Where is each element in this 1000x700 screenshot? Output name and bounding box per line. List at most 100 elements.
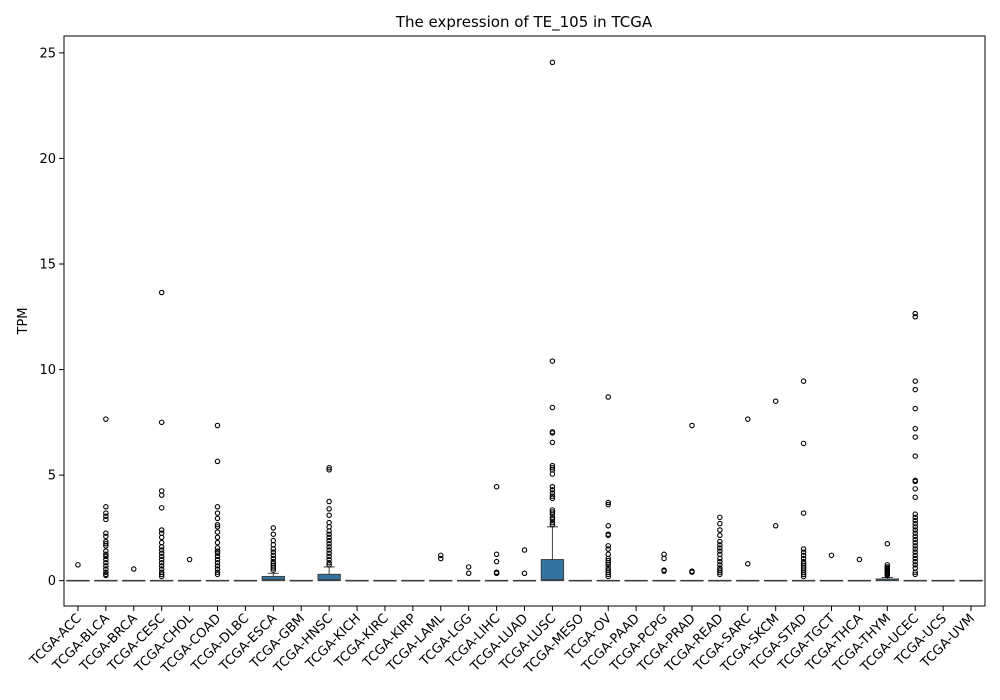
outlier-point bbox=[326, 464, 332, 471]
outlier-point bbox=[549, 493, 556, 499]
outlier-point bbox=[214, 534, 221, 541]
outlier-point bbox=[326, 537, 332, 544]
outlier-point bbox=[912, 524, 918, 530]
outlier-point bbox=[549, 404, 556, 411]
outlier-point bbox=[214, 524, 221, 530]
outlier-point bbox=[605, 523, 611, 529]
outlier-point bbox=[717, 527, 723, 533]
outlier-point bbox=[158, 505, 165, 511]
y-tick-label: 0 bbox=[48, 574, 56, 589]
outlier-point bbox=[800, 571, 807, 578]
outlier-point bbox=[549, 430, 556, 436]
outlier-point bbox=[270, 567, 277, 573]
outlier-point bbox=[549, 464, 556, 471]
outlier-point bbox=[270, 531, 277, 537]
outlier-point bbox=[326, 556, 332, 563]
outlier-point bbox=[214, 571, 221, 578]
box-group bbox=[764, 398, 788, 582]
outlier-point bbox=[772, 398, 779, 404]
outlier-point bbox=[912, 533, 918, 540]
outlier-point bbox=[717, 520, 723, 527]
outlier-point bbox=[465, 570, 472, 577]
outlier-point bbox=[214, 539, 221, 546]
outlier-point bbox=[549, 439, 556, 446]
box-group bbox=[791, 378, 816, 582]
outlier-point bbox=[493, 570, 500, 577]
outlier-point bbox=[158, 289, 165, 296]
plot-frame bbox=[63, 35, 986, 607]
outlier-point bbox=[549, 495, 556, 502]
outlier-point bbox=[717, 555, 723, 562]
box-group bbox=[512, 547, 537, 582]
outlier-point bbox=[158, 556, 165, 563]
outlier-point bbox=[717, 562, 723, 568]
outlier-point bbox=[103, 513, 109, 520]
outlier-point bbox=[800, 440, 807, 447]
outlier-point bbox=[103, 533, 109, 540]
plot-area bbox=[66, 59, 983, 582]
box-group bbox=[401, 579, 425, 582]
box-group bbox=[150, 289, 174, 582]
box-group bbox=[680, 422, 704, 582]
outlier-point bbox=[884, 540, 891, 547]
outlier-point bbox=[326, 512, 332, 518]
outlier-point bbox=[214, 545, 221, 551]
box-group bbox=[484, 483, 509, 582]
outlier-point bbox=[912, 494, 918, 501]
outlier-point bbox=[214, 566, 221, 572]
outlier-point bbox=[549, 471, 556, 477]
outlier-point bbox=[214, 553, 221, 560]
outlier-point bbox=[214, 515, 221, 522]
outlier-point bbox=[912, 530, 918, 536]
y-tick-label: 10 bbox=[39, 363, 56, 378]
outlier-point bbox=[186, 556, 193, 563]
outlier-point bbox=[493, 483, 500, 490]
outlier-point bbox=[103, 530, 109, 536]
outlier-point bbox=[158, 419, 165, 426]
box-group bbox=[177, 556, 202, 582]
outlier-point bbox=[717, 558, 723, 565]
outlier-point bbox=[103, 551, 109, 558]
outlier-point bbox=[800, 552, 807, 559]
box-group bbox=[875, 540, 899, 582]
outlier-point bbox=[158, 550, 165, 556]
y-tick-label: 5 bbox=[48, 469, 56, 484]
outlier-point bbox=[912, 543, 918, 549]
outlier-point bbox=[605, 562, 611, 568]
outlier-point bbox=[717, 548, 723, 554]
box-group bbox=[233, 579, 258, 582]
outlier-point bbox=[326, 534, 332, 541]
box-group bbox=[205, 422, 230, 582]
outlier-point bbox=[912, 310, 918, 317]
outlier-point bbox=[158, 573, 165, 580]
outlier-point bbox=[912, 555, 918, 562]
outlier-point bbox=[912, 571, 918, 578]
outlier-point bbox=[103, 553, 109, 560]
outlier-point bbox=[605, 573, 611, 580]
outlier-point bbox=[912, 378, 918, 384]
box-group bbox=[959, 579, 983, 582]
outlier-point bbox=[549, 490, 556, 496]
outlier-point bbox=[158, 553, 165, 560]
outlier-point bbox=[103, 559, 109, 566]
box bbox=[317, 573, 341, 582]
outlier-point bbox=[103, 572, 109, 579]
outlier-point bbox=[521, 547, 528, 553]
outlier-point bbox=[103, 416, 109, 422]
box bbox=[261, 575, 285, 582]
outlier-point bbox=[493, 558, 500, 565]
outlier-point bbox=[103, 543, 109, 549]
box-group bbox=[596, 394, 620, 582]
outlier-point bbox=[549, 516, 556, 523]
outlier-point bbox=[158, 534, 165, 541]
outlier-point bbox=[103, 556, 109, 563]
outlier-point bbox=[521, 570, 528, 577]
outlier-point bbox=[326, 562, 332, 568]
box-group bbox=[261, 525, 285, 582]
outlier-point bbox=[717, 514, 723, 521]
outlier-point bbox=[158, 547, 165, 553]
outlier-point bbox=[549, 483, 556, 490]
outlier-point bbox=[605, 499, 611, 506]
outlier-point bbox=[605, 559, 611, 566]
